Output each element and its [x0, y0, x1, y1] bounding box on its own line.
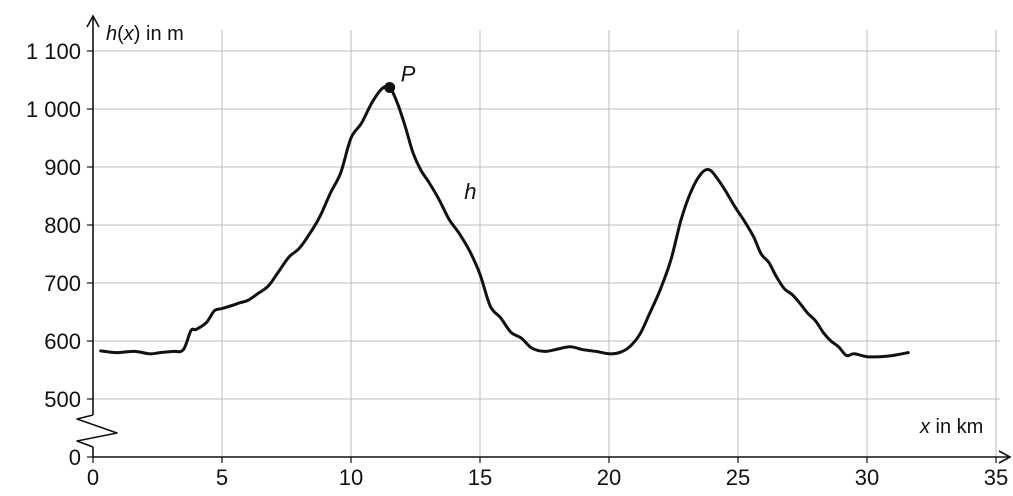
- tick-labels: 0 5 10 15 20 25 30 35 0 500 600 700 800 900 1 000 1 100: [26, 39, 1008, 490]
- y-tick-label-700: 700: [44, 271, 81, 296]
- y-tick-label-0: 0: [69, 445, 81, 470]
- point-p-label: P: [401, 62, 416, 87]
- x-axis-arrow: [998, 450, 1012, 464]
- x-tick-label-10: 10: [339, 465, 363, 490]
- point-p-marker: [384, 82, 396, 94]
- y-tick-label-900: 900: [44, 155, 81, 180]
- x-tick-label-0: 0: [87, 465, 99, 490]
- x-tick-label-20: 20: [597, 465, 621, 490]
- x-tick-label-30: 30: [855, 465, 879, 490]
- x-tick-label-35: 35: [984, 465, 1008, 490]
- y-tick-label-800: 800: [44, 213, 81, 238]
- axes: [76, 14, 1012, 464]
- y-tick-label-1000: 1 000: [26, 97, 81, 122]
- grid: [93, 30, 1000, 458]
- curve-h-label: h: [464, 179, 476, 204]
- annotations: Ph: [384, 62, 476, 204]
- series-h-line: [99, 84, 910, 359]
- y-tick-label-500: 500: [44, 387, 81, 412]
- x-tick-label-5: 5: [216, 465, 228, 490]
- x-tick-label-15: 15: [468, 465, 492, 490]
- y-axis-break: [76, 414, 118, 448]
- y-axis-label: h(x) in m: [106, 23, 184, 45]
- x-tick-label-25: 25: [726, 465, 750, 490]
- y-axis-arrow: [86, 14, 100, 28]
- y-tick-label-1100: 1 100: [26, 39, 81, 64]
- y-tick-label-600: 600: [44, 329, 81, 354]
- x-axis-label: x in km: [919, 416, 983, 438]
